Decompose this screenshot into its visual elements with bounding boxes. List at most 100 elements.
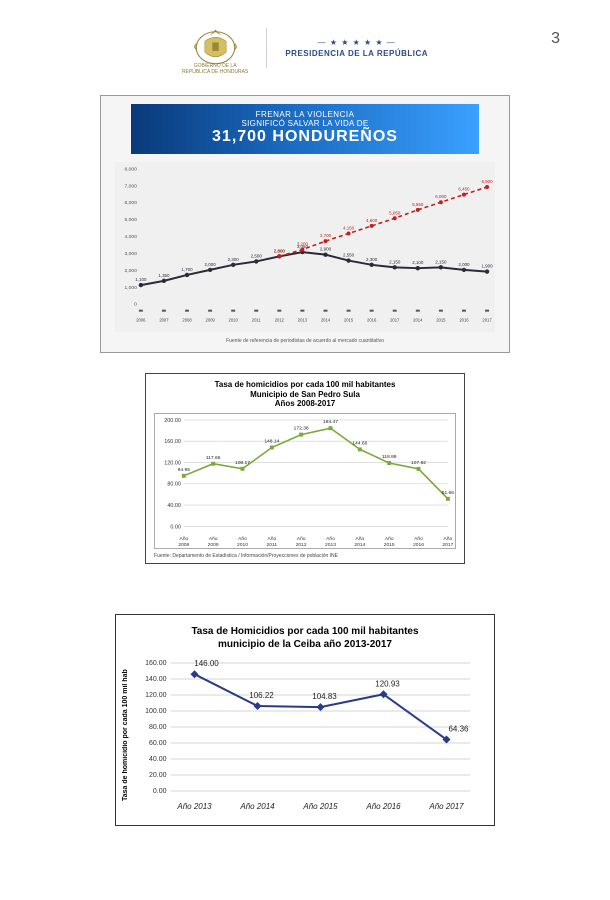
svg-text:100.00: 100.00 bbox=[145, 708, 167, 715]
svg-text:51.66: 51.66 bbox=[442, 490, 455, 496]
presidency-label: — ★ ★ ★ ★ ★ — PRESIDENCIA DE LA REPÚBLIC… bbox=[285, 38, 428, 58]
svg-text:6,450: 6,450 bbox=[458, 187, 470, 192]
svg-text:1,100: 1,100 bbox=[135, 277, 147, 282]
svg-text:2016: 2016 bbox=[367, 318, 377, 323]
chart-2-svg: 0.0040.0080.00120.00160.00200.00Año2008A… bbox=[155, 414, 455, 548]
svg-text:108.17: 108.17 bbox=[235, 460, 250, 466]
svg-text:Año2009: Año2009 bbox=[208, 536, 219, 548]
svg-text:2006: 2006 bbox=[136, 318, 146, 323]
svg-text:200.00: 200.00 bbox=[164, 418, 181, 424]
presidency-text: PRESIDENCIA DE LA REPÚBLICA bbox=[285, 49, 428, 58]
svg-text:Año2013: Año2013 bbox=[325, 536, 336, 548]
coat-of-arms-icon bbox=[188, 20, 243, 68]
svg-text:2012: 2012 bbox=[275, 318, 285, 323]
header-divider bbox=[266, 28, 267, 68]
svg-text:1,700: 1,700 bbox=[181, 267, 193, 272]
chart-2-source: Fuente: Departamento de Estadística / In… bbox=[154, 551, 456, 561]
svg-text:2011: 2011 bbox=[252, 318, 262, 323]
svg-text:2,150: 2,150 bbox=[435, 259, 447, 264]
svg-text:40.00: 40.00 bbox=[167, 503, 181, 509]
chart-3-title: Tasa de Homicidios por cada 100 mil habi… bbox=[116, 615, 494, 655]
page-number: 3 bbox=[551, 30, 560, 48]
chart-1-container: FRENAR LA VIOLENCIA SIGNIFICÓ SALVAR LA … bbox=[100, 95, 510, 353]
banner-line2: SIGNIFICÓ SALVAR LA VIDA DE bbox=[141, 119, 469, 128]
svg-text:146.00: 146.00 bbox=[194, 659, 219, 668]
svg-text:4,000: 4,000 bbox=[124, 234, 137, 240]
svg-text:Año 2014: Año 2014 bbox=[239, 802, 275, 811]
svg-text:120.00: 120.00 bbox=[145, 692, 167, 699]
svg-text:2014: 2014 bbox=[321, 318, 331, 323]
svg-text:Año2008: Año2008 bbox=[178, 536, 189, 548]
chart-1-plot: 01,0002,0003,0004,0005,0006,0007,0008,00… bbox=[115, 162, 495, 332]
svg-text:2017: 2017 bbox=[390, 318, 400, 323]
svg-text:144.66: 144.66 bbox=[352, 440, 367, 446]
page-header: GOBIERNO DE LA REPÚBLICA DE HONDURAS — ★… bbox=[30, 20, 580, 75]
svg-text:2,150: 2,150 bbox=[389, 259, 401, 264]
svg-text:4,150: 4,150 bbox=[343, 226, 355, 231]
svg-text:Año2012: Año2012 bbox=[296, 536, 307, 548]
svg-text:Año2017: Año2017 bbox=[442, 536, 453, 548]
svg-text:1,900: 1,900 bbox=[481, 264, 493, 269]
svg-text:2010: 2010 bbox=[229, 318, 239, 323]
svg-text:6,900: 6,900 bbox=[481, 179, 493, 184]
document-page: GOBIERNO DE LA REPÚBLICA DE HONDURAS — ★… bbox=[0, 0, 610, 900]
svg-text:80.00: 80.00 bbox=[167, 482, 181, 488]
svg-text:8,000: 8,000 bbox=[124, 166, 137, 172]
banner-line1: FRENAR LA VIOLENCIA bbox=[141, 110, 469, 119]
svg-text:40.00: 40.00 bbox=[149, 756, 167, 763]
svg-text:120.00: 120.00 bbox=[164, 460, 181, 466]
chart-1-svg: 01,0002,0003,0004,0005,0006,0007,0008,00… bbox=[115, 162, 495, 332]
svg-text:Año 2016: Año 2016 bbox=[365, 802, 401, 811]
svg-text:2017: 2017 bbox=[482, 318, 492, 323]
svg-text:120.93: 120.93 bbox=[375, 679, 400, 688]
chart-1-banner: FRENAR LA VIOLENCIA SIGNIFICÓ SALVAR LA … bbox=[131, 104, 479, 154]
svg-text:0.00: 0.00 bbox=[170, 524, 181, 530]
svg-text:2015: 2015 bbox=[344, 318, 354, 323]
svg-text:1,000: 1,000 bbox=[124, 285, 137, 291]
svg-text:3,000: 3,000 bbox=[124, 251, 137, 257]
chart-3-body: Tasa de homicidio por cada 100 mil hab 0… bbox=[116, 655, 494, 825]
svg-text:117.66: 117.66 bbox=[206, 455, 221, 461]
svg-text:2,000: 2,000 bbox=[458, 262, 470, 267]
svg-text:2007: 2007 bbox=[159, 318, 169, 323]
stars-decoration: — ★ ★ ★ ★ ★ — bbox=[318, 38, 396, 47]
svg-text:3,200: 3,200 bbox=[297, 242, 309, 247]
svg-text:2,800: 2,800 bbox=[274, 248, 286, 253]
svg-text:5,050: 5,050 bbox=[389, 210, 401, 215]
chart-3-container: Tasa de Homicidios por cada 100 mil habi… bbox=[115, 614, 495, 826]
chart-3-svg: 0.0020.0040.0060.0080.00100.00120.00140.… bbox=[131, 655, 486, 815]
svg-text:Año 2015: Año 2015 bbox=[302, 802, 338, 811]
svg-text:140.00: 140.00 bbox=[145, 676, 167, 683]
svg-text:64.36: 64.36 bbox=[448, 724, 469, 733]
chart-2-plot: 0.0040.0080.00120.00160.00200.00Año2008A… bbox=[154, 413, 456, 549]
svg-text:2009: 2009 bbox=[205, 318, 215, 323]
svg-text:Año2016: Año2016 bbox=[413, 536, 424, 548]
svg-text:107.92: 107.92 bbox=[411, 460, 426, 466]
svg-text:104.83: 104.83 bbox=[312, 692, 337, 701]
svg-text:160.00: 160.00 bbox=[145, 660, 167, 667]
svg-text:2,000: 2,000 bbox=[205, 262, 217, 267]
svg-text:7,000: 7,000 bbox=[124, 183, 137, 189]
chart-1-source: Fuente de referencia de periodistas de a… bbox=[101, 332, 509, 352]
svg-text:184.47: 184.47 bbox=[323, 419, 338, 425]
svg-text:2014: 2014 bbox=[413, 318, 423, 323]
svg-text:60.00: 60.00 bbox=[149, 740, 167, 747]
svg-text:106.22: 106.22 bbox=[249, 691, 274, 700]
svg-text:2,500: 2,500 bbox=[251, 253, 263, 258]
svg-text:2013: 2013 bbox=[298, 318, 308, 323]
svg-text:4,600: 4,600 bbox=[366, 218, 378, 223]
svg-text:6,000: 6,000 bbox=[435, 194, 447, 199]
svg-text:80.00: 80.00 bbox=[149, 724, 167, 731]
svg-text:2,900: 2,900 bbox=[320, 247, 332, 252]
svg-text:Año2010: Año2010 bbox=[237, 536, 248, 548]
national-seal: GOBIERNO DE LA REPÚBLICA DE HONDURAS bbox=[182, 20, 248, 75]
svg-text:3,700: 3,700 bbox=[320, 233, 332, 238]
svg-text:Año2015: Año2015 bbox=[384, 536, 395, 548]
svg-text:0.00: 0.00 bbox=[153, 788, 167, 795]
chart-2-title: Tasa de homicidios por cada 100 mil habi… bbox=[154, 380, 456, 409]
svg-text:0: 0 bbox=[134, 302, 137, 308]
svg-text:118.99: 118.99 bbox=[382, 454, 397, 460]
svg-text:2,100: 2,100 bbox=[412, 260, 424, 265]
svg-text:2,300: 2,300 bbox=[228, 257, 240, 262]
svg-text:Año 2013: Año 2013 bbox=[176, 802, 212, 811]
